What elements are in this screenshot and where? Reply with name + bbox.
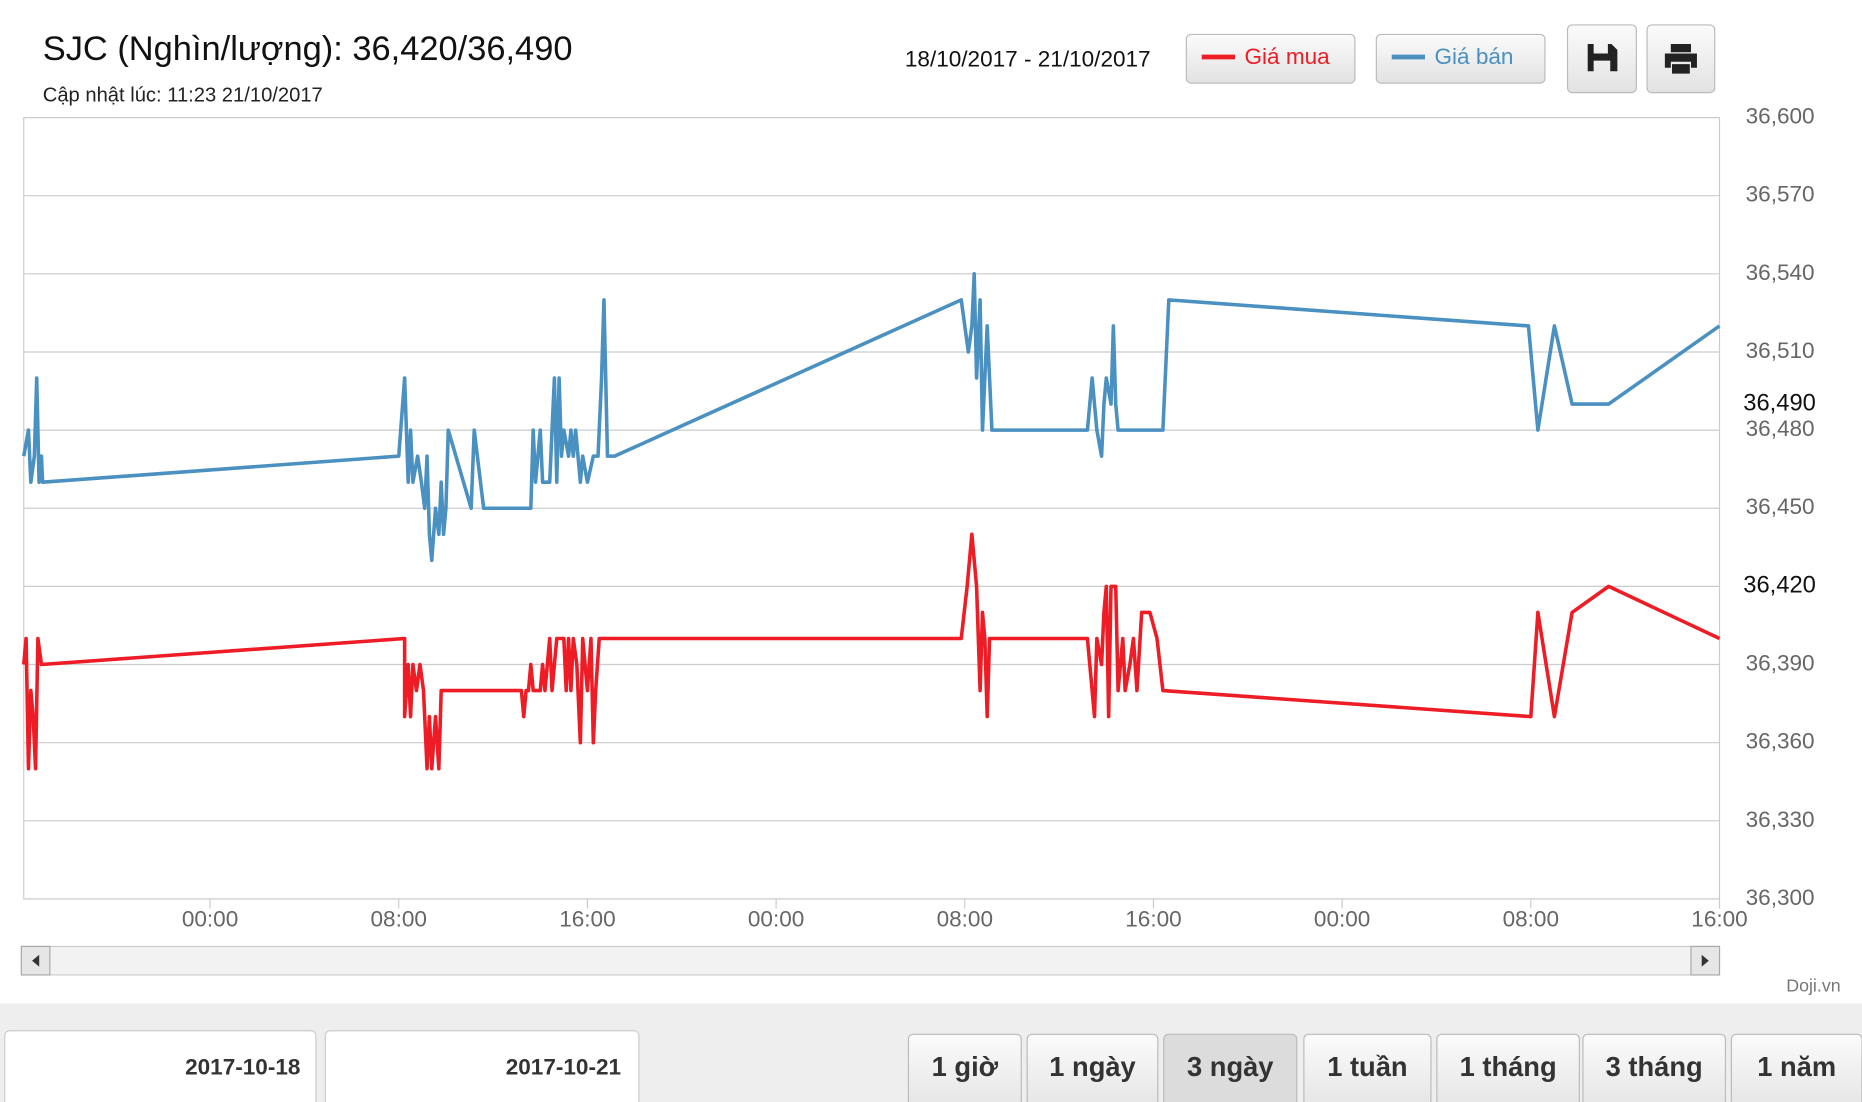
x-tick-label: 16:00: [559, 906, 615, 931]
range-button-box[interactable]: [1730, 1033, 1862, 1102]
range-button-box[interactable]: [1026, 1033, 1159, 1102]
legend-label: Giá mua: [1245, 44, 1331, 69]
range-button[interactable]: 1 tháng: [1436, 1033, 1580, 1102]
from-date: 2017-10-18: [185, 1055, 300, 1080]
x-tick-label: 16:00: [1125, 906, 1181, 931]
scrollbar[interactable]: [20, 945, 1721, 976]
credit: Doji.vn: [1786, 976, 1840, 996]
range-button[interactable]: 1 năm: [1730, 1033, 1862, 1102]
y-tick-label: 36,510: [1746, 338, 1815, 363]
updated: Cập nhật lúc: 11:23 21/10/2017: [43, 85, 323, 107]
scroll-track[interactable]: [20, 945, 1721, 976]
x-tick-label: 00:00: [748, 906, 804, 931]
legend-button[interactable]: [1185, 33, 1356, 84]
legend-button[interactable]: [1375, 33, 1546, 84]
x-tick-label: 16:00: [1691, 906, 1747, 931]
current-label-bg: [1736, 572, 1855, 601]
range-label: 3 ngày: [1187, 1051, 1274, 1082]
current-label: 36,420: [1743, 572, 1816, 599]
print-icon: [1664, 43, 1697, 74]
save-button[interactable]: [1566, 24, 1637, 94]
range-label: 1 tháng: [1460, 1051, 1557, 1082]
range-button[interactable]: 3 tháng: [1582, 1033, 1727, 1102]
legend-item[interactable]: Giá mua: [1185, 33, 1356, 84]
y-tick-label: 36,450: [1746, 494, 1815, 519]
price-line: [21, 532, 1721, 771]
x-tick-label: 00:00: [182, 906, 238, 931]
range-button-box[interactable]: [907, 1033, 1022, 1102]
title: SJC (Nghìn/lượng): 36,420/36,490: [43, 30, 573, 68]
x-tick-label: 08:00: [937, 906, 993, 931]
y-tick-label: 36,330: [1746, 807, 1815, 832]
current-label: 36,490: [1743, 389, 1816, 416]
range-label: 1 tuần: [1327, 1051, 1407, 1082]
y-tick-label: 36,360: [1746, 729, 1815, 754]
legend-label: Giá bán: [1435, 44, 1514, 69]
range-button[interactable]: 1 ngày: [1026, 1033, 1159, 1102]
y-tick-label: 36,600: [1746, 104, 1815, 129]
to-date: 2017-10-21: [506, 1055, 621, 1080]
from-date-input[interactable]: [4, 1030, 317, 1102]
price-line: [21, 272, 1721, 563]
to-date-input[interactable]: [324, 1030, 640, 1102]
scroll-left[interactable]: [20, 945, 51, 976]
range-button[interactable]: 1 tuần: [1303, 1033, 1432, 1102]
range-label: 3 tháng: [1606, 1051, 1703, 1082]
range-button[interactable]: 1 giờ: [907, 1033, 1022, 1102]
x-tick-label: 00:00: [1314, 906, 1370, 931]
y-tick-label: 36,570: [1746, 182, 1815, 207]
range-button-box[interactable]: [1303, 1033, 1432, 1102]
range-label: 1 năm: [1757, 1051, 1836, 1082]
range-button-box[interactable]: [1436, 1033, 1580, 1102]
y-tick-label: 36,300: [1746, 885, 1815, 910]
range-button-box[interactable]: [1582, 1033, 1727, 1102]
print-button[interactable]: [1646, 24, 1716, 94]
x-tick-label: 08:00: [371, 906, 427, 931]
legend-item[interactable]: Giá bán: [1375, 33, 1546, 84]
range-button[interactable]: 3 ngày: [1163, 1033, 1298, 1102]
range-button-box[interactable]: [1163, 1033, 1298, 1102]
current-label-bg: [1736, 389, 1855, 419]
y-tick-label: 36,480: [1746, 416, 1815, 441]
scroll-left-arrow: [32, 954, 40, 967]
range-label: 1 giờ: [932, 1051, 999, 1082]
range-label: 1 ngày: [1049, 1051, 1136, 1082]
scroll-right[interactable]: [1690, 945, 1721, 976]
x-tick-label: 08:00: [1503, 906, 1559, 931]
scroll-right-arrow: [1701, 954, 1709, 967]
date-range: 18/10/2017 - 21/10/2017: [905, 47, 1151, 72]
y-tick-label: 36,390: [1746, 650, 1815, 675]
y-tick-label: 36,540: [1746, 260, 1815, 285]
save-icon: [1587, 43, 1618, 72]
